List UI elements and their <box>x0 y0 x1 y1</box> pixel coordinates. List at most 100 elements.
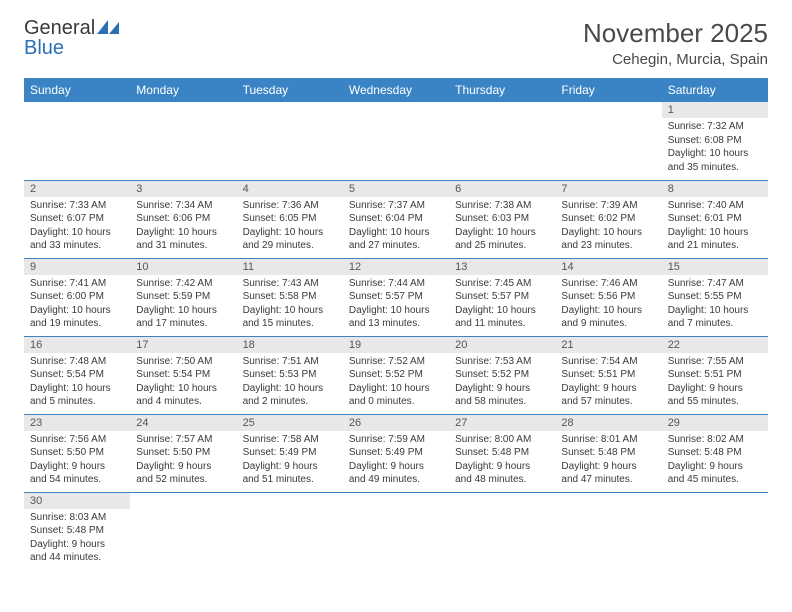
calendar-empty-cell <box>24 102 130 180</box>
calendar-day-cell: 15Sunrise: 7:47 AMSunset: 5:55 PMDayligh… <box>662 258 768 336</box>
daylight-line: Daylight: 10 hours and 31 minutes. <box>136 226 230 253</box>
calendar-day-cell: 9Sunrise: 7:41 AMSunset: 6:00 PMDaylight… <box>24 258 130 336</box>
day-number: 15 <box>662 259 768 275</box>
day-details: Sunrise: 7:32 AMSunset: 6:08 PMDaylight:… <box>662 118 768 178</box>
day-number: 20 <box>449 337 555 353</box>
calendar-day-cell: 30Sunrise: 8:03 AMSunset: 5:48 PMDayligh… <box>24 492 130 570</box>
calendar-empty-cell <box>130 102 236 180</box>
calendar-day-cell: 13Sunrise: 7:45 AMSunset: 5:57 PMDayligh… <box>449 258 555 336</box>
calendar-day-cell: 5Sunrise: 7:37 AMSunset: 6:04 PMDaylight… <box>343 180 449 258</box>
day-details: Sunrise: 7:55 AMSunset: 5:51 PMDaylight:… <box>662 353 768 413</box>
sunset-line: Sunset: 6:03 PM <box>455 212 549 226</box>
weekday-header: Thursday <box>449 78 555 102</box>
day-details: Sunrise: 8:00 AMSunset: 5:48 PMDaylight:… <box>449 431 555 491</box>
calendar-empty-cell <box>449 492 555 570</box>
day-number: 5 <box>343 181 449 197</box>
sunrise-line: Sunrise: 8:01 AM <box>561 433 655 447</box>
brand-name-2: Blue <box>24 37 64 59</box>
sunrise-line: Sunrise: 7:50 AM <box>136 355 230 369</box>
day-number: 29 <box>662 415 768 431</box>
calendar-empty-cell <box>449 102 555 180</box>
day-number: 1 <box>662 102 768 118</box>
calendar-empty-cell <box>343 102 449 180</box>
daylight-line: Daylight: 10 hours and 23 minutes. <box>561 226 655 253</box>
day-details: Sunrise: 7:54 AMSunset: 5:51 PMDaylight:… <box>555 353 661 413</box>
day-details: Sunrise: 8:01 AMSunset: 5:48 PMDaylight:… <box>555 431 661 491</box>
sunset-line: Sunset: 6:05 PM <box>243 212 337 226</box>
sunrise-line: Sunrise: 7:59 AM <box>349 433 443 447</box>
day-details: Sunrise: 7:58 AMSunset: 5:49 PMDaylight:… <box>237 431 343 491</box>
day-details: Sunrise: 7:59 AMSunset: 5:49 PMDaylight:… <box>343 431 449 491</box>
sunrise-line: Sunrise: 7:40 AM <box>668 199 762 213</box>
calendar-week-row: 2Sunrise: 7:33 AMSunset: 6:07 PMDaylight… <box>24 180 768 258</box>
sail-icon <box>97 18 119 34</box>
calendar-empty-cell <box>237 492 343 570</box>
sunrise-line: Sunrise: 7:33 AM <box>30 199 124 213</box>
day-number: 13 <box>449 259 555 275</box>
daylight-line: Daylight: 9 hours and 51 minutes. <box>243 460 337 487</box>
day-details: Sunrise: 7:42 AMSunset: 5:59 PMDaylight:… <box>130 275 236 335</box>
calendar-day-cell: 21Sunrise: 7:54 AMSunset: 5:51 PMDayligh… <box>555 336 661 414</box>
daylight-line: Daylight: 9 hours and 52 minutes. <box>136 460 230 487</box>
weekday-header-row: SundayMondayTuesdayWednesdayThursdayFrid… <box>24 78 768 102</box>
calendar-day-cell: 14Sunrise: 7:46 AMSunset: 5:56 PMDayligh… <box>555 258 661 336</box>
calendar-day-cell: 4Sunrise: 7:36 AMSunset: 6:05 PMDaylight… <box>237 180 343 258</box>
day-details: Sunrise: 7:47 AMSunset: 5:55 PMDaylight:… <box>662 275 768 335</box>
calendar-day-cell: 3Sunrise: 7:34 AMSunset: 6:06 PMDaylight… <box>130 180 236 258</box>
calendar-day-cell: 16Sunrise: 7:48 AMSunset: 5:54 PMDayligh… <box>24 336 130 414</box>
sunset-line: Sunset: 6:06 PM <box>136 212 230 226</box>
calendar-week-row: 16Sunrise: 7:48 AMSunset: 5:54 PMDayligh… <box>24 336 768 414</box>
sunrise-line: Sunrise: 7:32 AM <box>668 120 762 134</box>
day-number: 3 <box>130 181 236 197</box>
calendar-day-cell: 26Sunrise: 7:59 AMSunset: 5:49 PMDayligh… <box>343 414 449 492</box>
daylight-line: Daylight: 9 hours and 58 minutes. <box>455 382 549 409</box>
day-number: 21 <box>555 337 661 353</box>
sunrise-line: Sunrise: 7:54 AM <box>561 355 655 369</box>
weekday-header: Saturday <box>662 78 768 102</box>
daylight-line: Daylight: 9 hours and 54 minutes. <box>30 460 124 487</box>
day-details: Sunrise: 7:48 AMSunset: 5:54 PMDaylight:… <box>24 353 130 413</box>
day-details: Sunrise: 7:53 AMSunset: 5:52 PMDaylight:… <box>449 353 555 413</box>
calendar-day-cell: 28Sunrise: 8:01 AMSunset: 5:48 PMDayligh… <box>555 414 661 492</box>
day-number: 9 <box>24 259 130 275</box>
daylight-line: Daylight: 10 hours and 25 minutes. <box>455 226 549 253</box>
sunset-line: Sunset: 5:59 PM <box>136 290 230 304</box>
daylight-line: Daylight: 10 hours and 17 minutes. <box>136 304 230 331</box>
day-number: 7 <box>555 181 661 197</box>
daylight-line: Daylight: 10 hours and 35 minutes. <box>668 147 762 174</box>
calendar-day-cell: 12Sunrise: 7:44 AMSunset: 5:57 PMDayligh… <box>343 258 449 336</box>
sunrise-line: Sunrise: 7:57 AM <box>136 433 230 447</box>
day-number: 28 <box>555 415 661 431</box>
sunset-line: Sunset: 5:55 PM <box>668 290 762 304</box>
calendar-day-cell: 23Sunrise: 7:56 AMSunset: 5:50 PMDayligh… <box>24 414 130 492</box>
sunset-line: Sunset: 5:57 PM <box>349 290 443 304</box>
day-number: 24 <box>130 415 236 431</box>
sunset-line: Sunset: 6:01 PM <box>668 212 762 226</box>
sunset-line: Sunset: 6:08 PM <box>668 134 762 148</box>
header: General Blue November 2025 Cehegin, Murc… <box>24 18 768 68</box>
sunset-line: Sunset: 5:51 PM <box>668 368 762 382</box>
daylight-line: Daylight: 10 hours and 9 minutes. <box>561 304 655 331</box>
day-number: 4 <box>237 181 343 197</box>
calendar-day-cell: 8Sunrise: 7:40 AMSunset: 6:01 PMDaylight… <box>662 180 768 258</box>
daylight-line: Daylight: 10 hours and 33 minutes. <box>30 226 124 253</box>
calendar-day-cell: 29Sunrise: 8:02 AMSunset: 5:48 PMDayligh… <box>662 414 768 492</box>
day-details: Sunrise: 7:34 AMSunset: 6:06 PMDaylight:… <box>130 197 236 257</box>
day-number: 19 <box>343 337 449 353</box>
sunrise-line: Sunrise: 8:02 AM <box>668 433 762 447</box>
sunset-line: Sunset: 5:56 PM <box>561 290 655 304</box>
calendar-day-cell: 17Sunrise: 7:50 AMSunset: 5:54 PMDayligh… <box>130 336 236 414</box>
day-details: Sunrise: 7:33 AMSunset: 6:07 PMDaylight:… <box>24 197 130 257</box>
day-details: Sunrise: 7:51 AMSunset: 5:53 PMDaylight:… <box>237 353 343 413</box>
calendar-empty-cell <box>555 492 661 570</box>
daylight-line: Daylight: 10 hours and 7 minutes. <box>668 304 762 331</box>
daylight-line: Daylight: 10 hours and 29 minutes. <box>243 226 337 253</box>
daylight-line: Daylight: 9 hours and 48 minutes. <box>455 460 549 487</box>
weekday-header: Wednesday <box>343 78 449 102</box>
sunset-line: Sunset: 5:57 PM <box>455 290 549 304</box>
calendar-empty-cell <box>130 492 236 570</box>
sunrise-line: Sunrise: 7:47 AM <box>668 277 762 291</box>
daylight-line: Daylight: 9 hours and 45 minutes. <box>668 460 762 487</box>
day-number: 27 <box>449 415 555 431</box>
weekday-header: Friday <box>555 78 661 102</box>
